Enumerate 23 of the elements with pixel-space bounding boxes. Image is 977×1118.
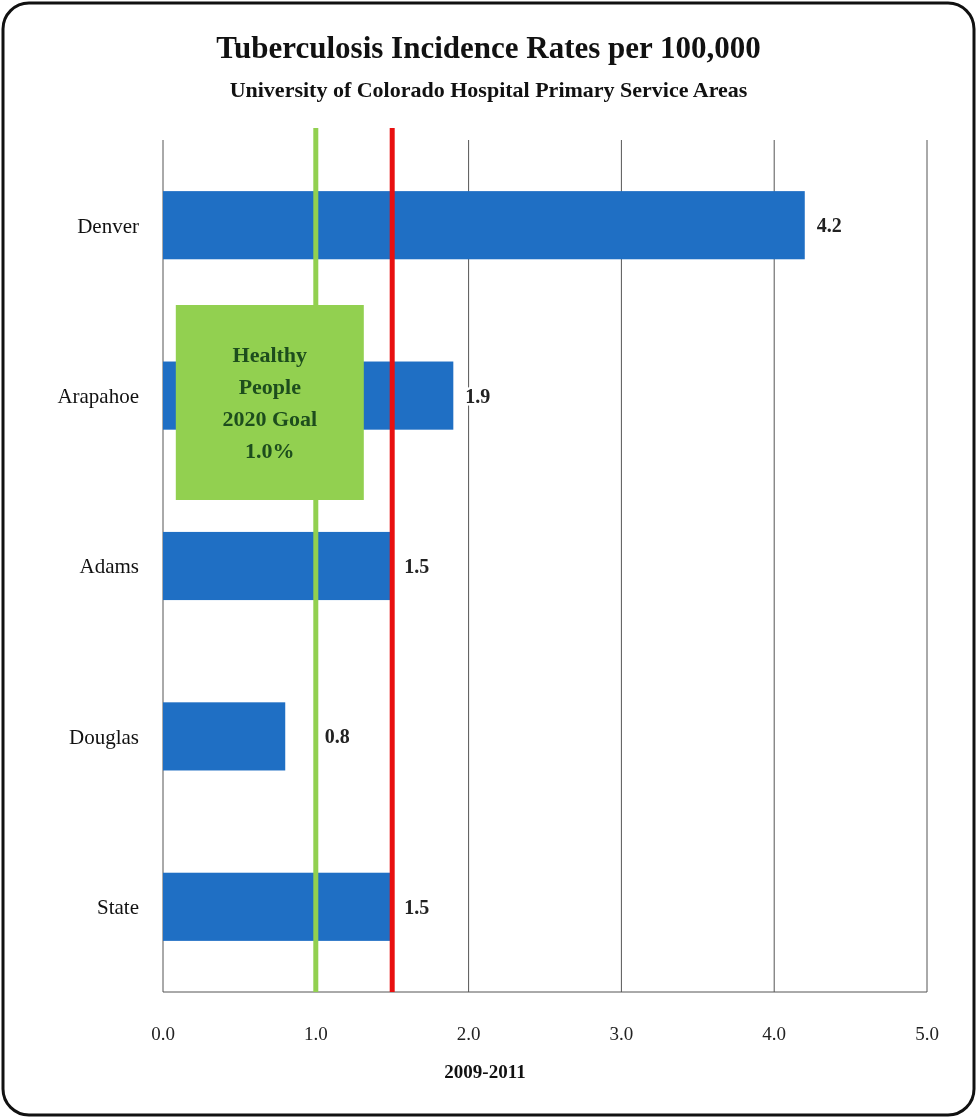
bar	[163, 872, 393, 941]
y-tick-label: Denver	[77, 213, 139, 238]
y-tick-label: Adams	[79, 554, 139, 579]
data-label: 1.5	[404, 555, 430, 577]
y-tick-label: Douglas	[69, 724, 139, 749]
bar	[163, 531, 393, 601]
x-axis-title: 2009-2011	[444, 1061, 526, 1082]
chart-title: Tuberculosis Incidence Rates per 100,000	[216, 30, 761, 65]
x-tick-label: 5.0	[915, 1023, 939, 1044]
x-tick-label: 2.0	[456, 1023, 481, 1044]
x-tick-label: 4.0	[762, 1023, 787, 1044]
data-label: 1.5	[404, 895, 430, 918]
data-label: 0.8	[324, 725, 350, 748]
x-tick-label: 1.0	[303, 1023, 328, 1044]
x-tick-label: 3.0	[609, 1023, 634, 1044]
y-tick-label: State	[97, 895, 139, 920]
bar	[163, 191, 805, 260]
y-tick-label: Arapahoe	[57, 383, 139, 408]
ref-line-label: Healthy People 2020 Goal 1.0%	[222, 342, 318, 464]
data-label: 4.2	[816, 214, 842, 237]
chart-subtitle: University of Colorado Hospital Primary Service Areas	[229, 77, 748, 102]
x-tick-label: 0.0	[151, 1023, 175, 1044]
bar	[163, 702, 286, 771]
